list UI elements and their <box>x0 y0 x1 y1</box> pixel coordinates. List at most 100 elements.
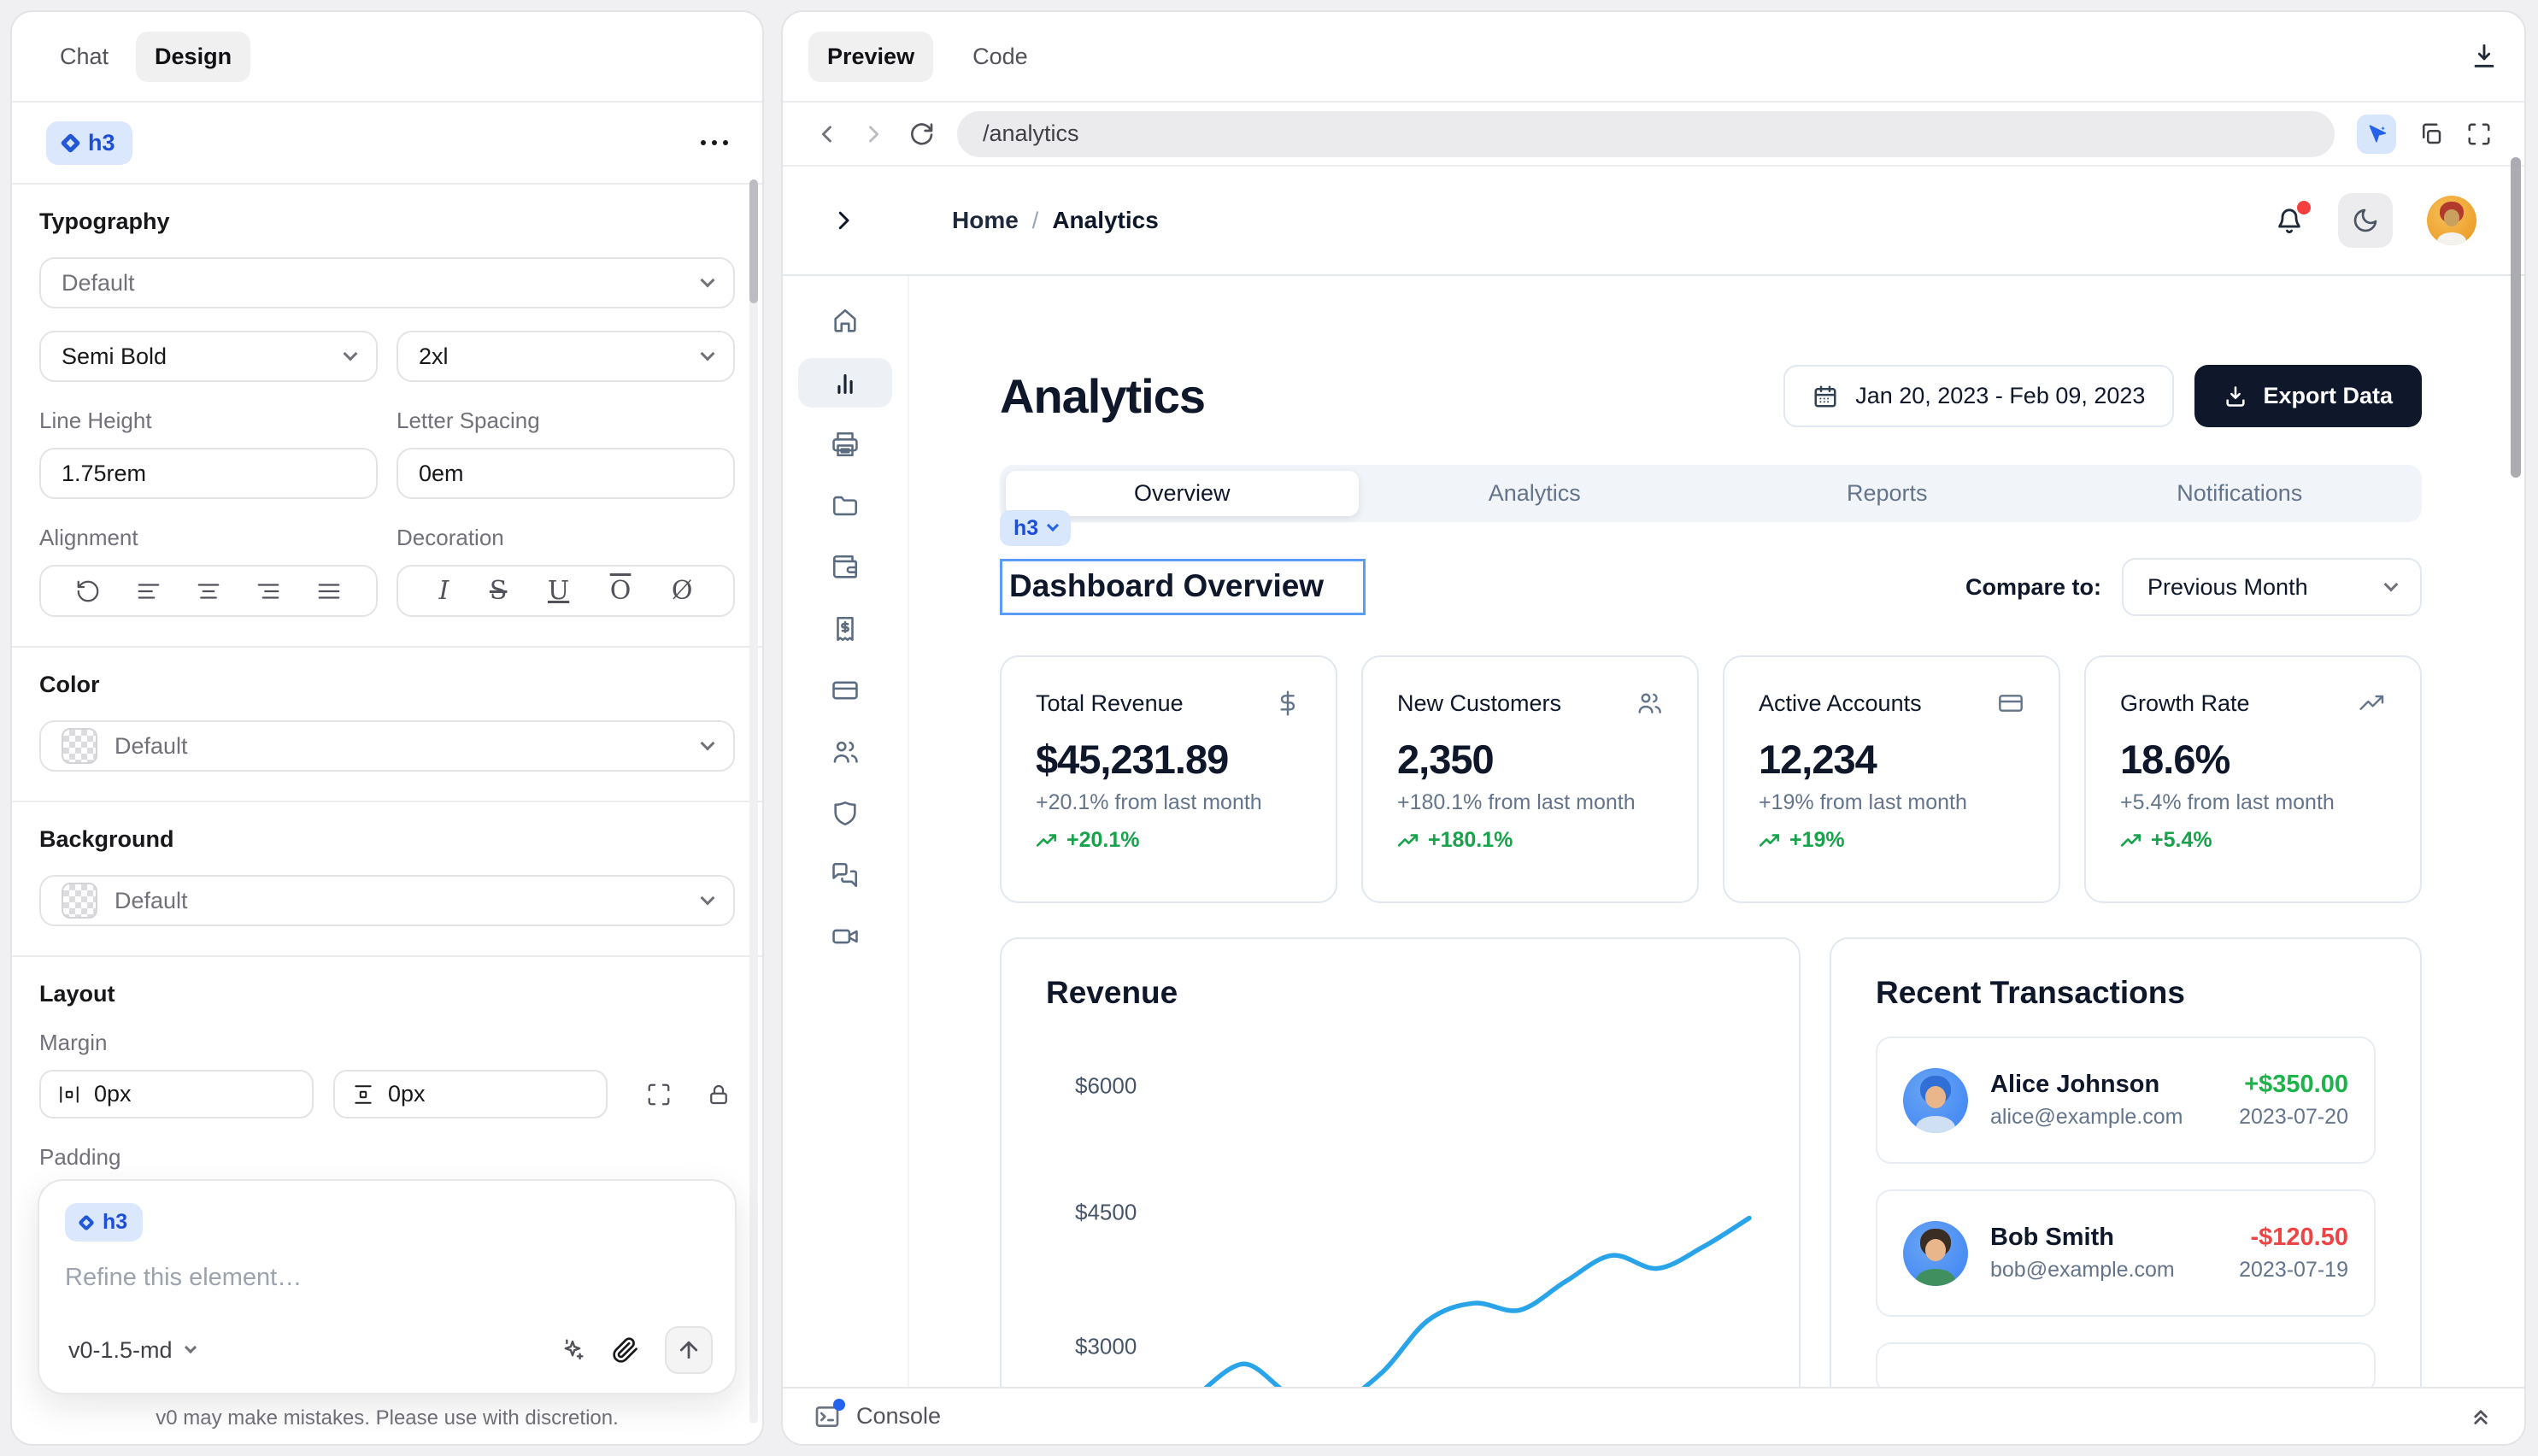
left-scrollbar-thumb[interactable] <box>749 179 758 303</box>
sidebar-item-files[interactable] <box>820 481 870 531</box>
send-button[interactable] <box>665 1326 713 1374</box>
folder-icon <box>832 496 858 516</box>
sidebar-item-wallet[interactable] <box>820 543 870 592</box>
arrow-up-icon <box>679 1341 698 1359</box>
tab-reports[interactable]: Reports <box>1846 480 1928 506</box>
sidebar-expand-icon[interactable] <box>831 208 856 233</box>
stat-card-total-revenue: Total Revenue $45,231.89 +20.1% from las… <box>1000 655 1337 903</box>
sidebar-item-reports[interactable] <box>820 420 870 469</box>
attachment-paperclip-icon[interactable] <box>612 1336 639 1364</box>
console-label: Console <box>856 1403 942 1429</box>
forward-icon[interactable] <box>861 122 885 146</box>
stat-card-active-accounts: Active Accounts 12,234 +19% from last mo… <box>1723 655 2060 903</box>
sidebar-item-analytics[interactable] <box>798 358 892 408</box>
chevron-down-icon <box>184 1341 197 1354</box>
margin-y-input[interactable]: 0px <box>333 1070 608 1118</box>
letter-spacing-input[interactable]: 0em <box>397 448 735 499</box>
credit-card-icon <box>1999 695 2023 712</box>
breadcrumb-home[interactable]: Home <box>952 207 1019 233</box>
sidebar-item-security[interactable] <box>820 789 870 838</box>
background-select[interactable]: Default <box>39 875 735 926</box>
color-select[interactable]: Default <box>39 720 735 772</box>
transaction-row[interactable]: Bob Smith bob@example.com -$120.50 2023-… <box>1876 1189 2376 1317</box>
panel-tabs: Chat Design <box>12 12 762 101</box>
y-tick-6000: $6000 <box>1075 1072 1137 1099</box>
tab-notifications[interactable]: Notifications <box>2177 480 2303 506</box>
line-height-input[interactable]: 1.75rem <box>39 448 378 499</box>
divider <box>12 101 762 103</box>
calendar-icon <box>1814 385 1836 407</box>
expand-margin-icon[interactable] <box>646 1082 672 1107</box>
transaction-date: 2023-07-20 <box>2239 1105 2348 1129</box>
preview-scrollbar-thumb[interactable] <box>2511 157 2521 478</box>
sidebar-item-customers[interactable] <box>820 727 870 777</box>
tab-analytics[interactable]: Analytics <box>1488 480 1581 506</box>
back-icon[interactable] <box>815 122 839 146</box>
tab-code[interactable]: Code <box>972 43 1028 69</box>
transaction-row-clipped <box>1876 1342 2376 1394</box>
font-size-select[interactable]: 2xl <box>397 331 735 382</box>
inspect-cursor-button[interactable] <box>2357 114 2396 154</box>
overline-icon[interactable]: O <box>609 576 632 606</box>
transaction-amount: -$120.50 <box>2250 1224 2349 1251</box>
chevrons-up-icon[interactable] <box>2468 1404 2494 1430</box>
reset-alignment-icon[interactable] <box>75 578 101 604</box>
align-right-icon[interactable] <box>256 578 281 604</box>
refine-input[interactable] <box>65 1264 709 1292</box>
left-scrollbar-track[interactable] <box>749 179 758 1424</box>
fullscreen-icon[interactable] <box>2466 121 2492 147</box>
download-icon[interactable] <box>2470 42 2499 71</box>
sidebar-item-video[interactable] <box>820 912 870 961</box>
url-input[interactable] <box>957 110 2335 157</box>
font-family-select[interactable]: Default <box>39 257 735 308</box>
align-left-icon[interactable] <box>136 578 162 604</box>
export-data-button[interactable]: Export Data <box>2194 365 2422 427</box>
model-select[interactable]: v0-1.5-md <box>65 1330 198 1371</box>
color-section-label: Color <box>39 672 100 697</box>
date-range-button[interactable]: Jan 20, 2023 - Feb 09, 2023 <box>1783 365 2175 427</box>
notifications-button[interactable] <box>2275 201 2311 235</box>
sidebar-item-invoices[interactable] <box>820 604 870 654</box>
stat-card-new-customers: New Customers 2,350 +180.1% from last mo… <box>1361 655 1699 903</box>
element-tag-badge[interactable]: h3 <box>1000 510 1072 546</box>
align-center-icon[interactable] <box>196 578 221 604</box>
sidebar-item-home[interactable] <box>820 296 870 346</box>
selected-element-badge[interactable]: h3 <box>46 120 132 165</box>
sidebar-item-messages[interactable] <box>820 850 870 900</box>
dark-mode-toggle[interactable] <box>2338 193 2393 248</box>
divider <box>12 955 762 957</box>
tab-design[interactable]: Design <box>136 31 251 82</box>
margin-vertical-icon <box>355 1084 372 1104</box>
strikethrough-icon[interactable]: S <box>489 576 508 606</box>
margin-x-input[interactable]: 0px <box>39 1070 314 1118</box>
trending-up-icon <box>2359 695 2384 710</box>
transaction-row[interactable]: Alice Johnson alice@example.com +$350.00… <box>1876 1036 2376 1164</box>
stat-card-growth-rate: Growth Rate 18.6% +5.4% from last month … <box>2084 655 2422 903</box>
selected-heading[interactable]: Dashboard Overview <box>1000 559 1366 615</box>
refresh-icon[interactable] <box>908 120 935 148</box>
tab-preview[interactable]: Preview <box>808 31 934 82</box>
refine-element-badge[interactable]: h3 <box>65 1203 144 1242</box>
compare-select[interactable]: Previous Month <box>2122 558 2422 616</box>
sparkles-icon[interactable] <box>559 1336 586 1364</box>
lock-margin-icon[interactable] <box>706 1082 731 1107</box>
trending-up-icon <box>1397 833 1419 847</box>
italic-icon[interactable]: I <box>438 576 449 606</box>
align-justify-icon[interactable] <box>316 578 342 604</box>
cursor-icon <box>2369 124 2387 142</box>
copy-icon[interactable] <box>2418 121 2444 147</box>
decoration-toolbar: I S U O Ø <box>397 565 735 617</box>
console-bar[interactable]: Console <box>783 1387 2524 1444</box>
recent-transactions-card: Recent Transactions Alice Johnson alice@… <box>1830 937 2422 1440</box>
bar-chart-icon <box>837 373 853 394</box>
tab-chat[interactable]: Chat <box>60 43 109 69</box>
user-avatar[interactable] <box>2427 196 2476 245</box>
typography-section-label: Typography <box>39 208 170 234</box>
font-weight-select[interactable]: Semi Bold <box>39 331 378 382</box>
tab-overview[interactable]: Overview <box>1006 471 1359 516</box>
underline-icon[interactable]: U <box>547 576 570 606</box>
chevron-down-icon <box>700 736 715 751</box>
no-decoration-icon[interactable]: Ø <box>671 576 693 606</box>
more-options-button[interactable] <box>701 140 728 145</box>
sidebar-item-cards[interactable] <box>820 666 870 715</box>
